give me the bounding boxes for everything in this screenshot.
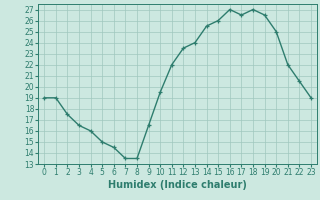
X-axis label: Humidex (Indice chaleur): Humidex (Indice chaleur) — [108, 180, 247, 190]
